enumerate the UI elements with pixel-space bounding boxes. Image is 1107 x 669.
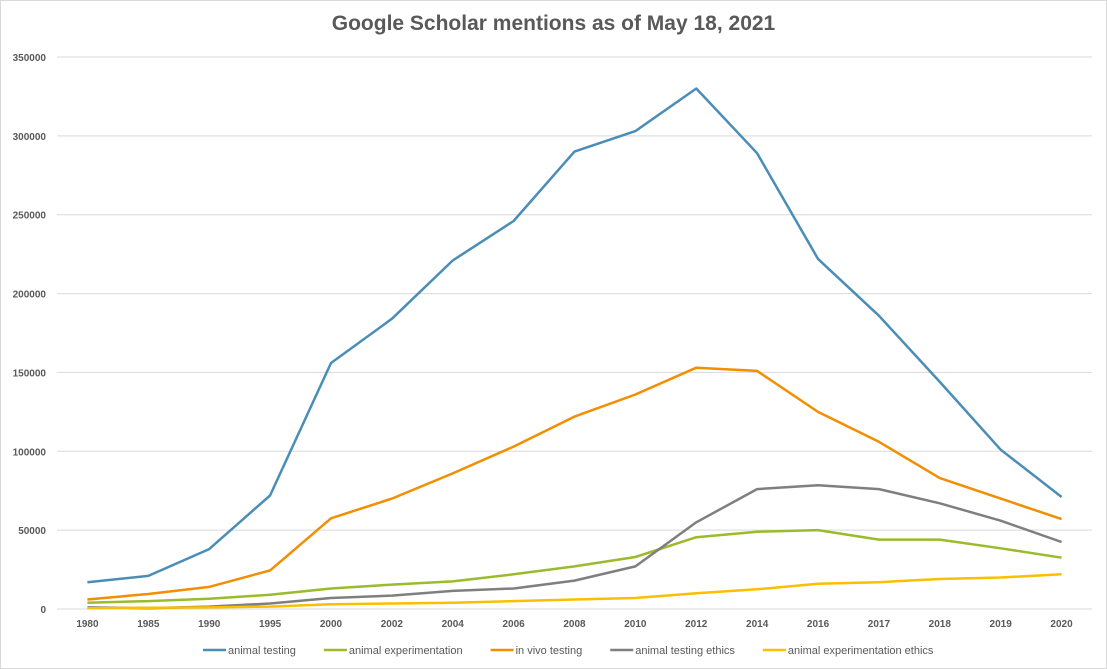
x-tick-label: 1985 <box>137 619 160 630</box>
legend-label: animal experimentation <box>349 645 463 657</box>
x-tick-label: 2006 <box>502 619 525 630</box>
x-tick-label: 2010 <box>624 619 647 630</box>
y-tick-label: 250000 <box>13 211 47 222</box>
x-tick-label: 2014 <box>746 619 769 630</box>
x-tick-label: 2019 <box>990 619 1013 630</box>
series-line-animal-testing-ethics <box>87 483 1063 610</box>
x-tick-label: 2020 <box>1050 619 1073 630</box>
legend-label: animal testing ethics <box>635 645 735 657</box>
series-line-in-vivo-testing <box>87 366 1062 601</box>
x-tick-label: 1980 <box>76 619 99 630</box>
x-tick-label: 1990 <box>198 619 221 630</box>
x-tick-label: 2008 <box>563 619 586 630</box>
x-tick-label: 2000 <box>320 619 343 630</box>
y-tick-label: 150000 <box>13 368 47 379</box>
legend-label: in vivo testing <box>516 645 583 657</box>
x-tick-label: 2004 <box>442 619 465 630</box>
series-line-animal-experimentation-ethics <box>87 573 1062 610</box>
y-tick-label: 100000 <box>13 447 47 458</box>
series-line-animal-testing <box>87 87 1063 584</box>
x-tick-label: 2017 <box>868 619 891 630</box>
x-tick-label: 1995 <box>259 619 282 630</box>
y-tick-label: 0 <box>40 605 46 616</box>
y-tick-label: 50000 <box>18 526 46 537</box>
x-tick-label: 2016 <box>807 619 830 630</box>
y-tick-label: 350000 <box>13 53 47 64</box>
legend-label: animal testing <box>228 645 296 657</box>
x-tick-label: 2018 <box>929 619 952 630</box>
series-line-animal-experimentation <box>87 528 1062 604</box>
y-tick-label: 200000 <box>13 290 47 301</box>
y-tick-label: 300000 <box>13 132 47 143</box>
chart-title: Google Scholar mentions as of May 18, 20… <box>331 12 776 35</box>
x-tick-label: 2012 <box>685 619 708 630</box>
legend-label: animal experimentation ethics <box>788 645 934 657</box>
x-tick-label: 2002 <box>381 619 404 630</box>
